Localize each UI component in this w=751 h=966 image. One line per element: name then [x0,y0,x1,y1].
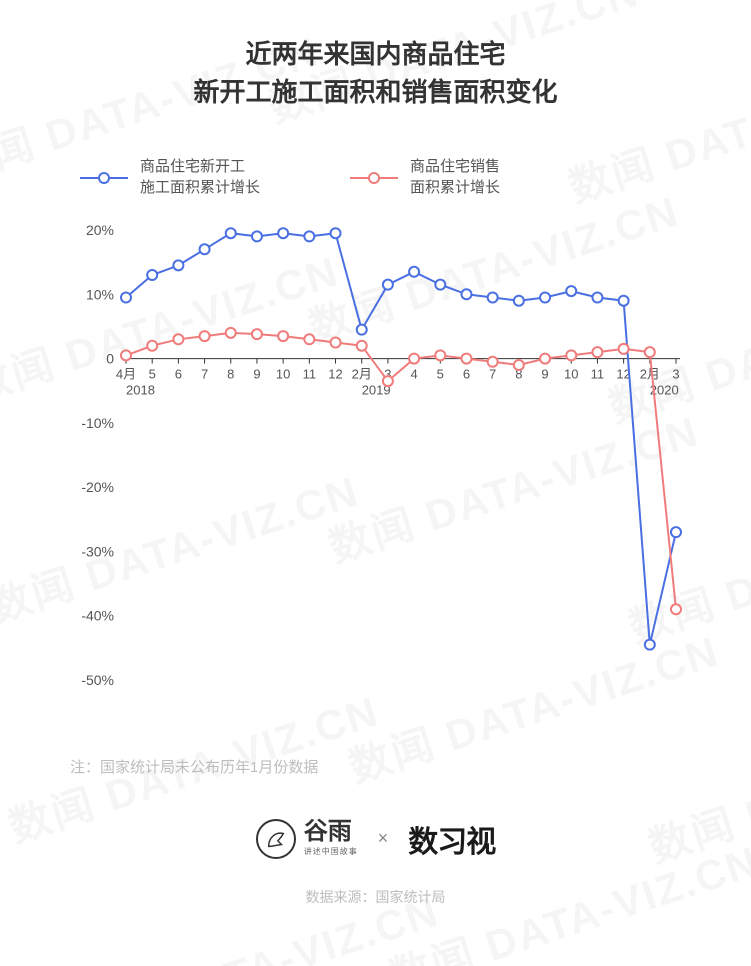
legend-marker-sales [350,171,398,185]
svg-text:12: 12 [328,366,342,381]
svg-text:2月: 2月 [639,366,659,381]
svg-text:-10%: -10% [81,415,114,431]
svg-text:7: 7 [489,366,496,381]
svg-text:6: 6 [174,366,181,381]
guyu-icon [256,819,296,859]
logo-separator: × [378,828,389,849]
title-line-2: 新开工施工面积和销售面积变化 [193,77,557,107]
svg-text:6: 6 [462,366,469,381]
svg-text:3: 3 [672,366,679,381]
svg-text:7: 7 [200,366,207,381]
logo-row: 谷雨 讲述中国故事 × 数习视 [0,817,751,861]
legend-item-construction: 商品住宅新开工 施工面积累计增长 [80,157,260,198]
legend: 商品住宅新开工 施工面积累计增长 商品住宅销售 面积累计增长 [80,157,751,198]
svg-text:10%: 10% [85,286,113,302]
svg-text:-40%: -40% [81,608,114,624]
svg-text:2月: 2月 [351,366,371,381]
note-label: 注： [70,759,100,776]
svg-text:10: 10 [564,366,578,381]
svg-text:4: 4 [410,366,417,381]
data-source: 数据来源：国家统计局 [0,887,751,907]
chart-note: 注：国家统计局未公布历年1月份数据 [70,756,751,777]
legend-item-sales: 商品住宅销售 面积累计增长 [350,157,500,198]
svg-text:11: 11 [302,366,316,381]
svg-text:9: 9 [541,366,548,381]
svg-text:-20%: -20% [81,479,114,495]
source-text: 国家统计局 [376,889,446,905]
svg-text:5: 5 [436,366,443,381]
svg-text:9: 9 [253,366,260,381]
logo-shudu: 数习视 [408,817,495,861]
legend-label-construction: 商品住宅新开工 施工面积累计增长 [140,157,260,198]
logo-guyu-name: 谷雨 [304,820,352,844]
svg-text:-30%: -30% [81,543,114,559]
svg-text:-50%: -50% [81,672,114,688]
legend-marker-construction [80,171,128,185]
svg-text:11: 11 [590,366,604,381]
logo-guyu-subtitle: 讲述中国故事 [304,846,358,857]
chart-area: -50% -40% -30% -20% -10% 0 10% 20% 4月 5 6 7 8 9 10 11 12… [56,210,696,740]
svg-text:0: 0 [106,350,114,366]
svg-text:10: 10 [275,366,289,381]
svg-text:20%: 20% [85,222,113,238]
svg-text:8: 8 [227,366,234,381]
chart-title: 近两年来国内商品住宅 新开工施工面积和销售面积变化 [0,36,751,111]
svg-text:4月: 4月 [115,366,135,381]
logo-guyu: 谷雨 讲述中国故事 [256,819,358,859]
source-label: 数据来源： [306,889,376,905]
svg-text:5: 5 [148,366,155,381]
title-line-1: 近两年来国内商品住宅 [245,39,505,69]
note-text: 国家统计局未公布历年1月份数据 [100,759,318,776]
svg-text:2018: 2018 [126,382,155,397]
line-chart-svg: -50% -40% -30% -20% -10% 0 10% 20% 4月 5 6 7 8 9 10 11 12… [56,210,696,740]
legend-label-sales: 商品住宅销售 面积累计增长 [410,157,500,198]
